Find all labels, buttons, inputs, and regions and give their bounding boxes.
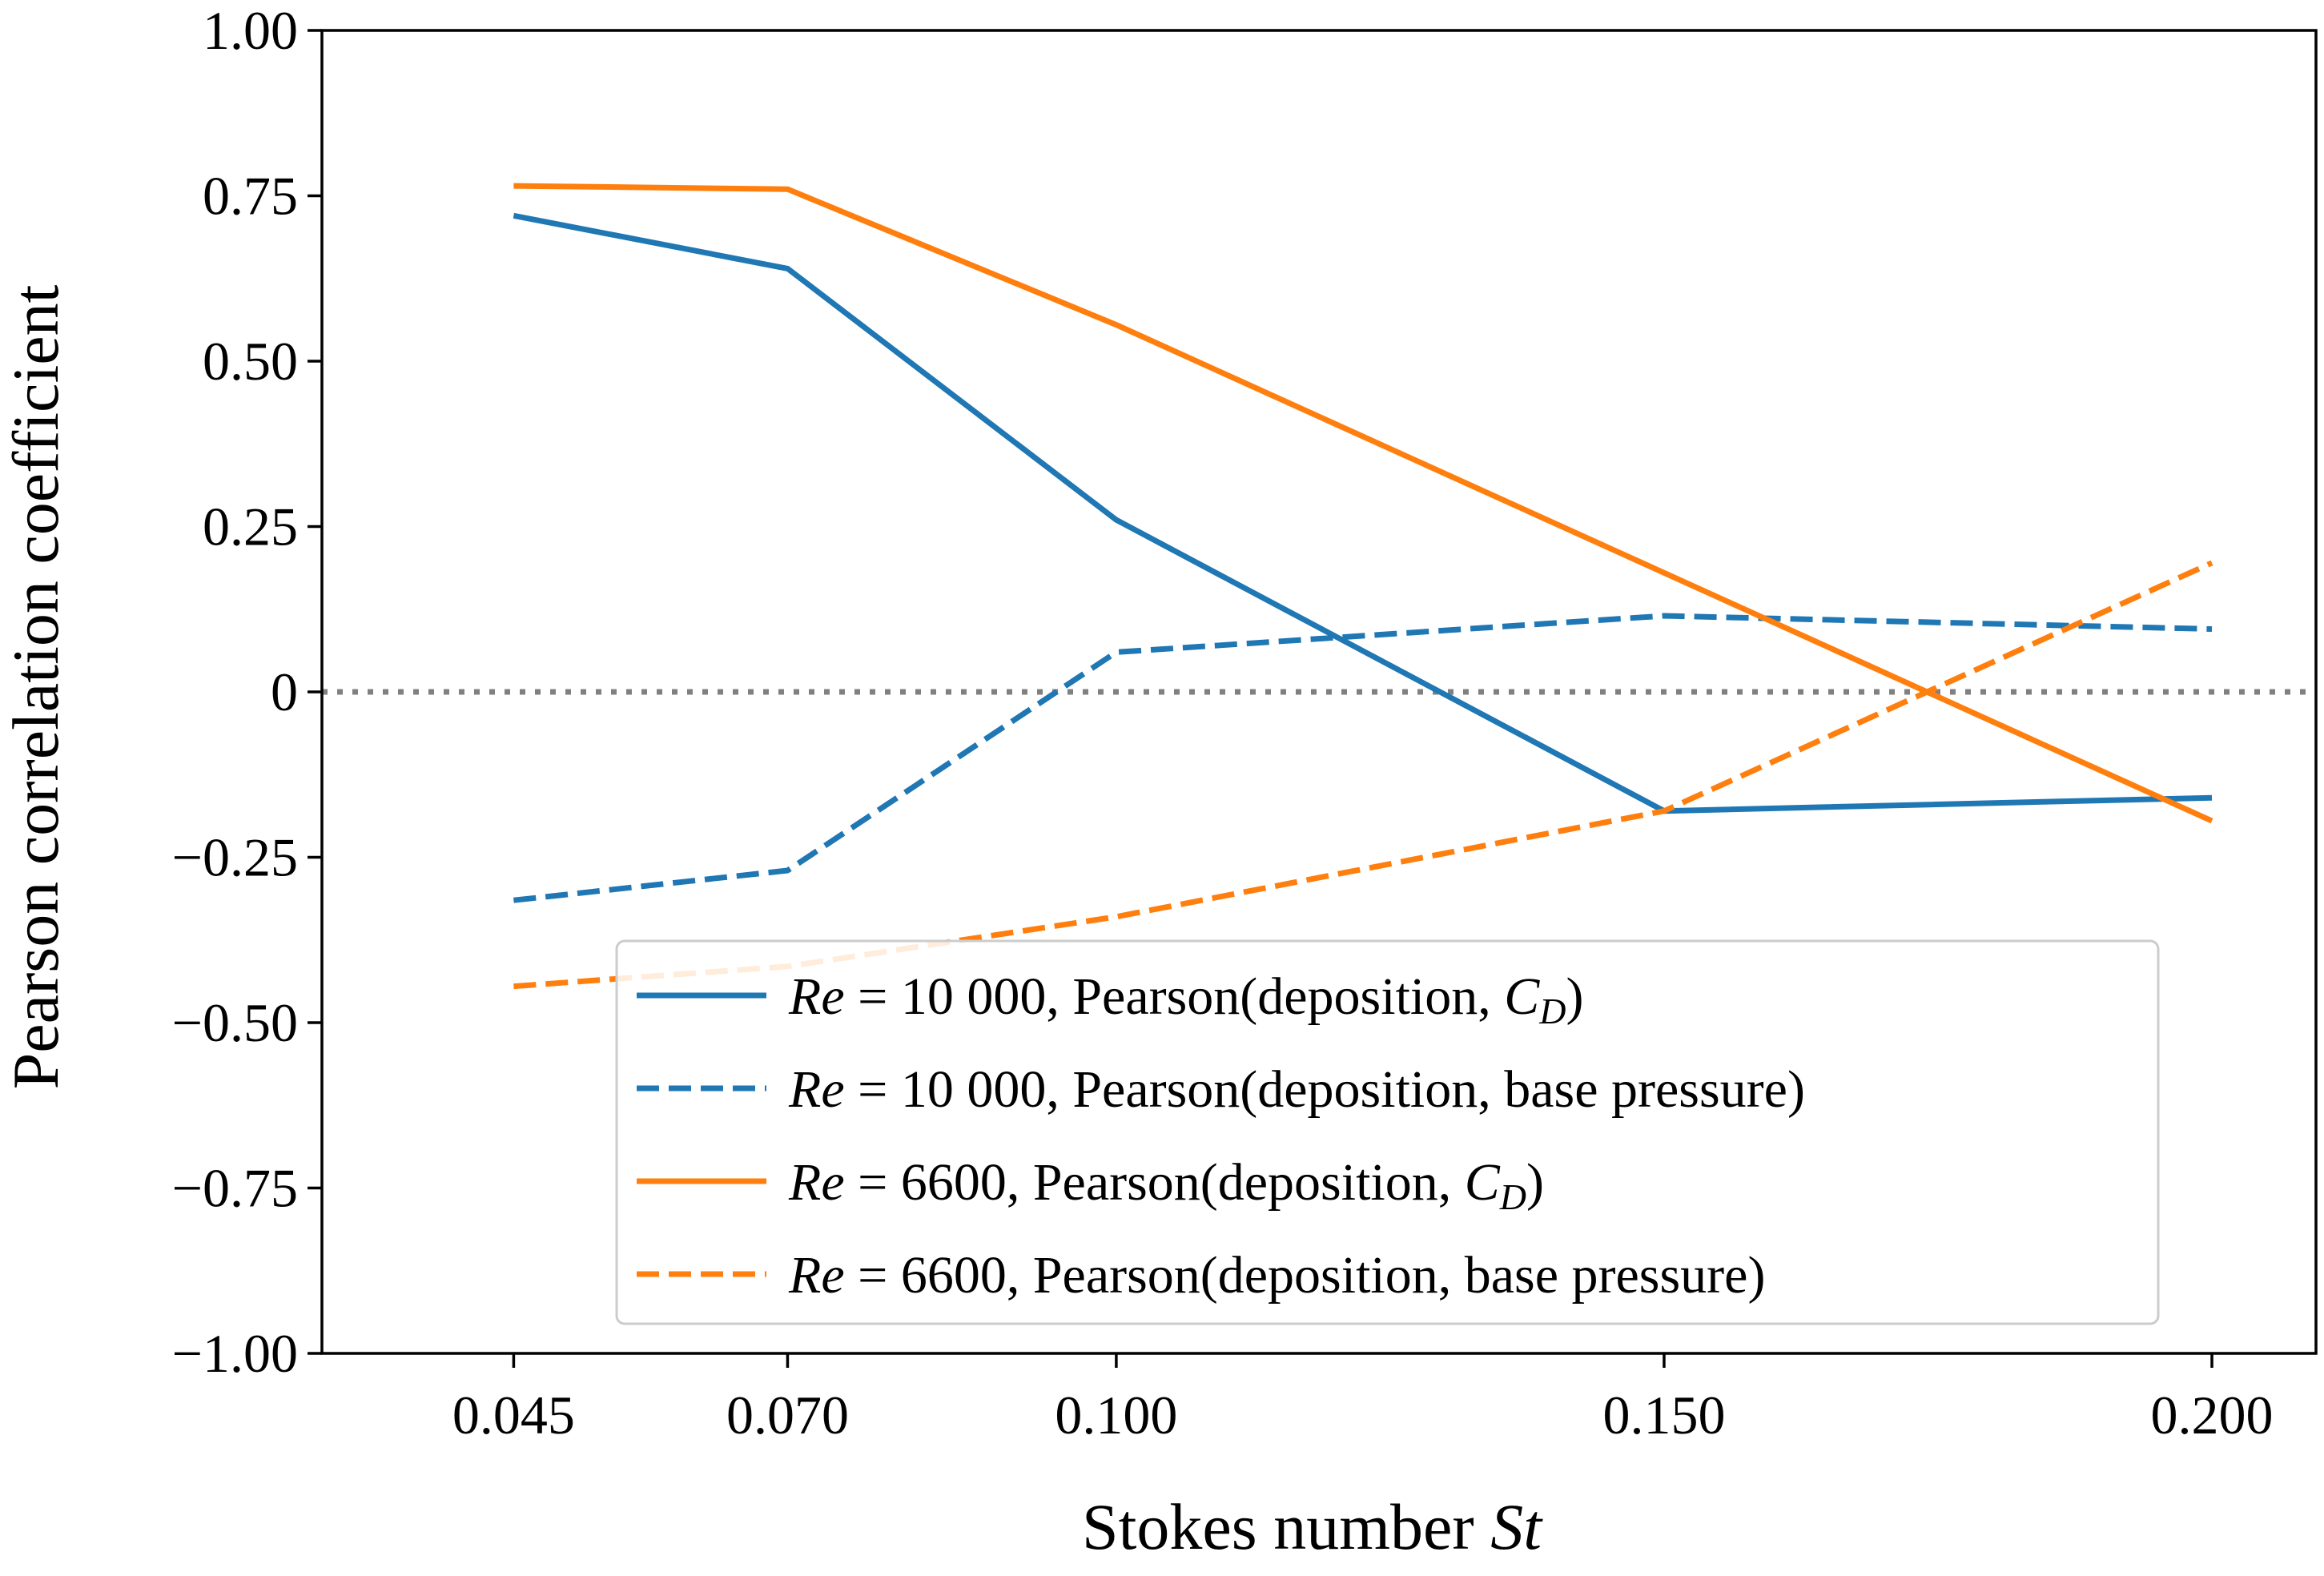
legend-label-re6600-cd: Re = 6600, Pearson(deposition, CD) <box>788 1153 1544 1217</box>
legend-box <box>615 939 2160 1325</box>
legend-label-re10000-cd: Re = 10 000, Pearson(deposition, CD) <box>788 967 1584 1031</box>
legend-label-re6600-base-pressure: Re = 6600, Pearson(deposition, base pres… <box>788 1246 1765 1305</box>
series-layer <box>513 183 2213 990</box>
legend-label-text: = 6600, Pearson(deposition, <box>845 1153 1465 1212</box>
x-tick-label: 0.070 <box>726 1385 849 1445</box>
legend-entry-re10000-cd: Re = 10 000, Pearson(deposition, CD) <box>637 967 1584 1031</box>
legend-re-symbol: Re <box>788 1246 845 1305</box>
y-tick-label: 1.00 <box>203 0 298 61</box>
legend-cd-symbol: C <box>1465 1153 1501 1212</box>
legend-re-symbol: Re <box>788 967 845 1026</box>
y-tick-label: 0.75 <box>203 166 298 227</box>
legend-entry-re6600-base-pressure: Re = 6600, Pearson(deposition, base pres… <box>637 1246 1765 1305</box>
legend-entry-re10000-base-pressure: Re = 10 000, Pearson(deposition, base pr… <box>637 1060 1805 1119</box>
x-axis-title-symbol: St <box>1490 1490 1543 1563</box>
x-tick-label: 0.200 <box>2151 1385 2274 1445</box>
legend-label-text: = 10 000, Pearson(deposition, base press… <box>845 1060 1805 1119</box>
y-tick-label: 0.25 <box>203 497 298 557</box>
x-axis-title-text: Stokes number <box>1082 1490 1490 1563</box>
legend-label-text: = 6600, Pearson(deposition, base pressur… <box>845 1246 1766 1305</box>
x-tick-label: 0.045 <box>452 1385 575 1445</box>
legend-cd-symbol: C <box>1504 967 1540 1026</box>
legend-label-close: ) <box>1566 967 1584 1026</box>
y-axis-title: Pearson correlation coefficient <box>0 284 72 1089</box>
legend-label-close: ) <box>1526 1153 1544 1212</box>
y-tick-label: −1.00 <box>172 1323 298 1384</box>
y-tick-label: −0.50 <box>172 992 298 1053</box>
series-re6600-base-pressure-line <box>513 560 2213 990</box>
y-tick-label: 0 <box>271 661 298 722</box>
legend-re-symbol: Re <box>788 1153 845 1212</box>
x-axis-title: Stokes number St <box>1082 1490 1543 1563</box>
legend-label-re10000-base-pressure: Re = 10 000, Pearson(deposition, base pr… <box>788 1060 1805 1119</box>
x-axis-ticks: 0.045 0.070 0.100 0.150 0.200 <box>452 1353 2274 1445</box>
y-axis-ticks: 1.00 0.75 0.50 0.25 0 −0.25 −0.50 −0.75 −1.00 <box>172 0 322 1384</box>
legend-label-text: = 10 000, Pearson(deposition, <box>845 967 1505 1026</box>
legend: Re = 10 000, Pearson(deposition, CD) Re … <box>615 939 2160 1325</box>
legend-cd-subscript: D <box>1538 991 1566 1031</box>
y-tick-label: 0.50 <box>203 331 298 392</box>
legend-re-symbol: Re <box>788 1060 845 1119</box>
legend-entry-re6600-cd: Re = 6600, Pearson(deposition, CD) <box>637 1153 1544 1217</box>
y-tick-label: −0.75 <box>172 1158 298 1219</box>
x-tick-label: 0.150 <box>1602 1385 1725 1445</box>
y-tick-label: −0.25 <box>172 827 298 888</box>
x-tick-label: 0.100 <box>1055 1385 1177 1445</box>
legend-cd-subscript: D <box>1499 1176 1526 1217</box>
